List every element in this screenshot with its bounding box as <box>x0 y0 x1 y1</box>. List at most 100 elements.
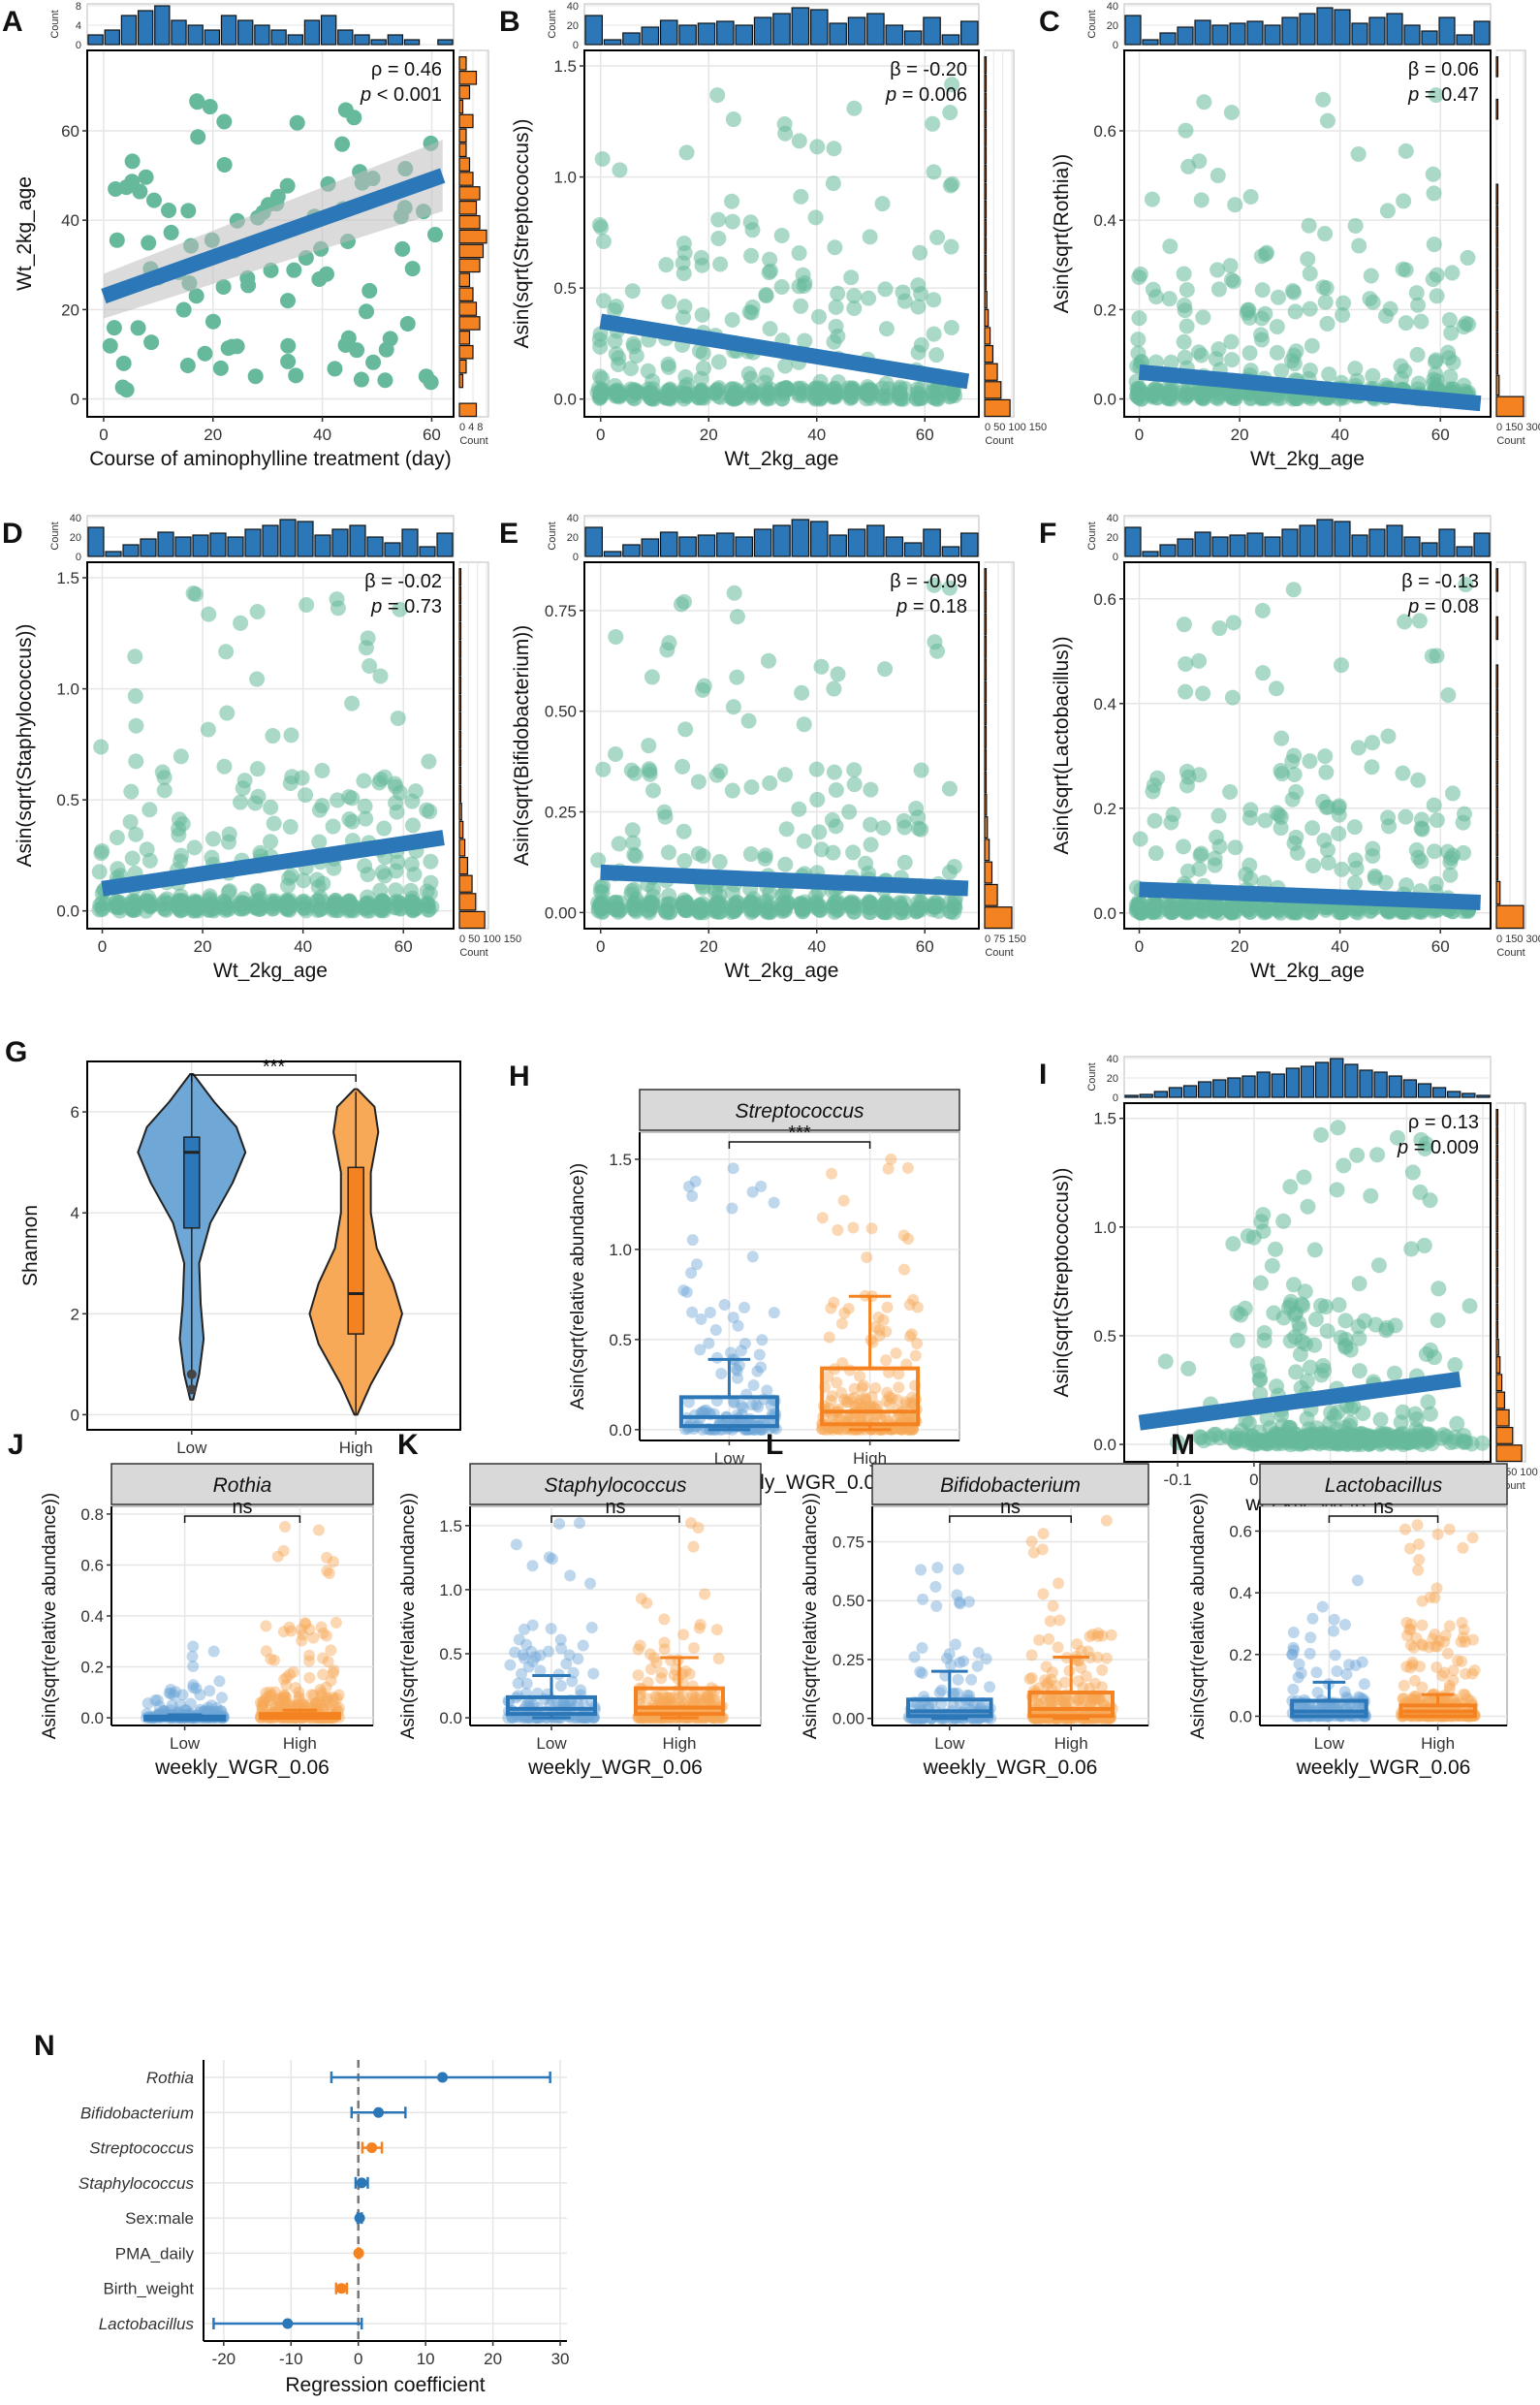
panel-i-point <box>1302 1359 1318 1376</box>
panel-a-side-hist-bar <box>458 373 464 389</box>
panel-h-jitter-point <box>911 1337 924 1349</box>
panel-i-point <box>1372 1411 1389 1428</box>
panel-g-label: G <box>5 1036 27 1068</box>
panel-a-top-hist-bar <box>437 39 454 46</box>
panel-a-side-hist-bar <box>458 214 481 230</box>
panel-f-top-hist-bar <box>1386 524 1403 557</box>
panel-h-jitter-point <box>747 1379 760 1392</box>
panel-f-side-hist-bar <box>1495 568 1499 592</box>
panel-i-point <box>1306 1337 1323 1353</box>
panel-b-point <box>846 300 863 316</box>
panel-f-y-tick-label: 0.4 <box>1093 695 1116 713</box>
panel-l-jitter-point <box>954 1656 966 1668</box>
panel-d-point <box>263 799 279 815</box>
panel-c-point <box>1304 337 1320 354</box>
panel-b-point <box>912 244 928 261</box>
panel-h-jitter-point <box>835 1317 848 1330</box>
panel-d-point <box>205 831 222 847</box>
panel-i-point <box>1297 1283 1313 1300</box>
panel-c-top-hist-bar <box>1386 13 1403 46</box>
panel-e-side-hist-bar <box>984 906 1013 930</box>
panel-c-point <box>1270 289 1286 305</box>
panel-d-point <box>232 901 248 917</box>
panel-a-top-hist-bar <box>171 19 187 46</box>
panel-d-y-tick-label: 0.0 <box>56 902 79 921</box>
panel-d-top-hist-bar <box>227 536 244 557</box>
panel-d-y-tick-label: 1.0 <box>56 680 79 699</box>
panel-a-point <box>143 334 160 351</box>
panel-f: 0.00.20.40.60 20 40 60Wt_2kg_ageAsin(sqrt(L… <box>1039 513 1540 982</box>
panel-b-point <box>763 263 779 279</box>
panel-i-point <box>1329 1182 1345 1198</box>
panel-f-point <box>1129 902 1146 918</box>
panel-h-jitter-point <box>901 1161 914 1174</box>
panel-e-top-hist-bar <box>885 536 904 557</box>
panel-e-point <box>724 884 740 901</box>
panel-c-points <box>1128 87 1477 407</box>
panel-d-side-hist-bar <box>458 658 462 677</box>
panel-c-point <box>1130 332 1147 348</box>
panel-f-top-hist-tick: 40 <box>1107 513 1118 524</box>
panel-h-jitter-point <box>736 1399 748 1411</box>
panel-g-y-tick-label: 6 <box>71 1103 79 1122</box>
panel-b-point <box>807 209 824 226</box>
panel-d-point <box>344 695 361 712</box>
panel-f-top-hist-bar <box>1159 544 1177 557</box>
panel-g-y-axis-title: Shannon <box>19 1205 42 1286</box>
panel-e-point <box>760 652 776 669</box>
panel-h-jitter-point <box>686 1234 699 1247</box>
panel-a-point <box>337 102 354 118</box>
panel-e-point <box>694 681 710 698</box>
panel-b-point <box>773 278 790 295</box>
panel-c-side-hist-bar <box>1495 289 1499 311</box>
panel-a-top-hist-bar <box>303 19 321 46</box>
panel-l-jitter-point <box>943 1648 956 1661</box>
panel-c-point <box>1319 315 1336 332</box>
panel-a-x-tick-label: 0 <box>99 426 108 444</box>
panel-d-side-hist-bar <box>458 803 462 821</box>
panel-k-jitter-point <box>641 1597 653 1609</box>
panel-f-stat-coefficient: β = -0.13 <box>1401 571 1479 592</box>
panel-h-jitter-point <box>848 1382 861 1395</box>
panel-f-top-hist-bar <box>1421 542 1438 557</box>
panel-a-point <box>175 301 192 318</box>
panel-a-side-hist-bar <box>458 258 481 273</box>
panel-b-fit-line <box>599 313 970 390</box>
panel-e-stat-pvalue: p = 0.18 <box>896 596 967 617</box>
panel-e-stat-p-label: p <box>896 596 907 617</box>
panel-b-point <box>660 359 676 375</box>
panel-h-jitter-point <box>727 1162 739 1175</box>
panel-b-point <box>624 283 641 300</box>
panel-f-y-tick-label: 0.0 <box>1093 904 1116 923</box>
panel-f-side-hist-bar <box>1495 712 1499 737</box>
panel-d-point <box>139 841 155 858</box>
panel-e-point <box>777 767 794 783</box>
panel-d-point <box>279 894 296 910</box>
panel-h-y-axis-title: Asin(sqrt(relative abundance)) <box>568 1163 588 1410</box>
panel-e-y-axis-title: Asin(sqrt(Bifidobacterium)) <box>511 625 533 867</box>
panel-f-point <box>1398 877 1414 894</box>
panel-h-jitter-point <box>677 1284 690 1297</box>
panel-e-point <box>826 764 842 780</box>
panel-c-point <box>1321 366 1337 383</box>
panel-c-point <box>1242 189 1259 206</box>
panel-a-point <box>426 227 443 243</box>
panel-e-point <box>642 763 658 779</box>
panel-b-point <box>595 293 612 309</box>
panel-f-point <box>1271 807 1287 823</box>
panel-k-jitter-point <box>564 1569 577 1582</box>
panel-j-jitter-point <box>149 1694 162 1707</box>
panel-e-top-hist-bar <box>735 536 754 557</box>
panel-i-point <box>1330 1120 1346 1136</box>
panel-i-side-hist-bar <box>1495 1374 1503 1392</box>
panel-e-point <box>608 745 624 762</box>
panel-d-point <box>388 882 404 899</box>
panel-e-point <box>695 848 711 865</box>
panel-i-side-hist-bar <box>1495 1215 1499 1233</box>
panel-e-point <box>742 846 759 863</box>
panel-b-top-hist-bar <box>641 26 660 46</box>
panel-c-top-hist-bar <box>1438 16 1456 46</box>
panel-f-point <box>1191 652 1208 669</box>
